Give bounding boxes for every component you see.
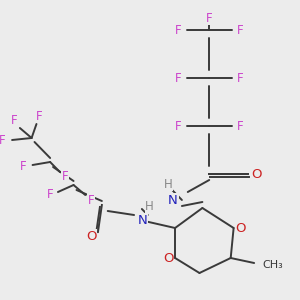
Text: F: F	[61, 170, 68, 184]
Text: N: N	[138, 214, 148, 226]
Text: F: F	[11, 113, 17, 127]
Text: F: F	[47, 188, 53, 202]
Text: F: F	[36, 110, 43, 122]
Text: H: H	[164, 178, 172, 190]
Text: F: F	[0, 134, 6, 146]
Text: CH₃: CH₃	[262, 260, 283, 270]
Text: O: O	[86, 230, 96, 242]
Text: F: F	[88, 194, 94, 206]
Text: F: F	[175, 119, 181, 133]
Text: H: H	[145, 200, 154, 214]
Text: O: O	[163, 251, 173, 265]
Text: F: F	[175, 71, 181, 85]
Text: O: O	[235, 221, 246, 235]
Text: O: O	[251, 167, 261, 181]
Text: F: F	[175, 23, 181, 37]
Text: F: F	[206, 11, 212, 25]
Text: F: F	[237, 23, 244, 37]
Text: F: F	[20, 160, 26, 173]
Text: F: F	[237, 71, 244, 85]
Text: N: N	[168, 194, 178, 206]
Text: F: F	[237, 119, 244, 133]
